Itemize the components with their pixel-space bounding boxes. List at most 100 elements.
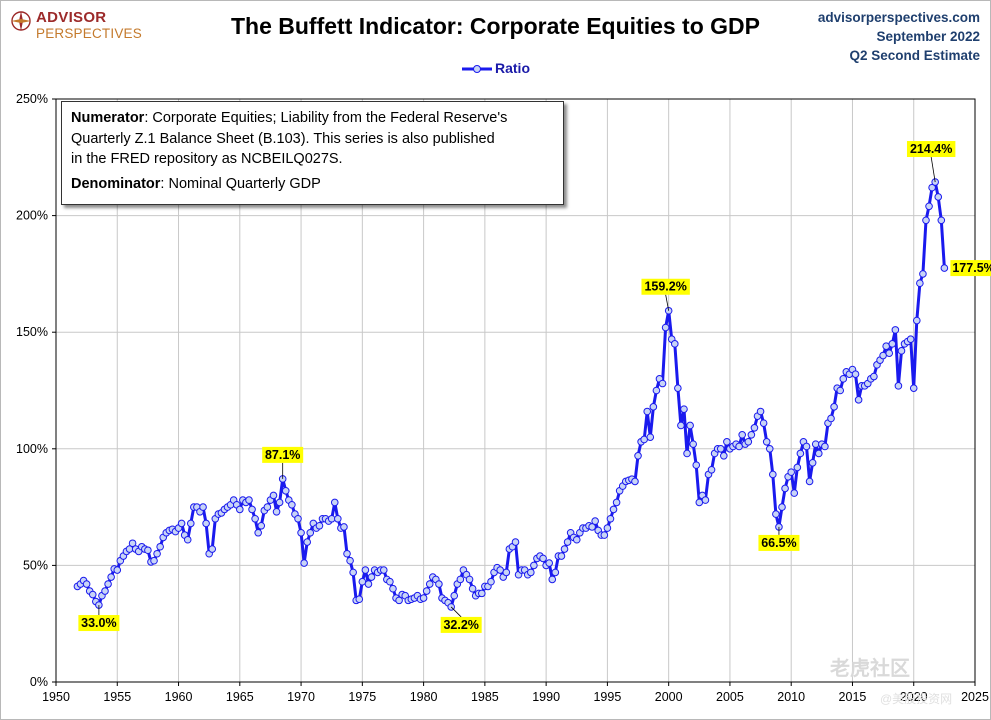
data-point [527, 568, 535, 577]
data-point [557, 552, 566, 560]
denominator-text: : Nominal Quarterly GDP [160, 175, 321, 192]
data-point [821, 442, 829, 451]
data-point [720, 451, 728, 460]
data-point [177, 519, 186, 528]
data-point [389, 584, 397, 593]
data-point [756, 407, 765, 416]
data-point [358, 577, 367, 586]
data-point [251, 514, 259, 523]
note-denominator: Denominator: Nominal Quarterly GDP [71, 174, 563, 195]
callout-bg [262, 446, 304, 463]
data-point [530, 561, 538, 570]
data-point [882, 342, 890, 350]
data-point [435, 580, 443, 588]
legend-marker [473, 65, 481, 73]
numerator-label: Numerator [71, 110, 145, 126]
data-point [456, 575, 465, 584]
x-tick-label: 1995 [593, 690, 621, 704]
data-point [686, 421, 694, 430]
source-date: September 2022 [876, 29, 980, 44]
data-point [735, 442, 743, 451]
data-point [609, 505, 618, 514]
data-point [303, 538, 311, 546]
data-point [787, 468, 796, 476]
data-point [692, 461, 701, 469]
numerator-text: : Corporate Equities; Liability from the… [144, 110, 508, 126]
data-point [487, 577, 495, 586]
data-point [254, 528, 262, 537]
watermark-sub: @美股投资网 [880, 692, 953, 706]
data-point [894, 382, 903, 390]
data-point [640, 435, 648, 444]
data-point [765, 445, 774, 453]
data-point [128, 539, 137, 548]
legend-swatch [462, 65, 492, 73]
data-point [744, 438, 753, 446]
callout-leader [665, 294, 670, 311]
y-tick-label: 50% [23, 558, 48, 572]
data-point [563, 538, 572, 546]
data-point [652, 386, 661, 395]
advisor-perspectives-logo: ADVISOR PERSPECTIVES [10, 8, 145, 42]
callout-label: 214.4% [910, 142, 952, 156]
data-point [150, 556, 158, 565]
data-point [82, 580, 91, 588]
data-point [236, 505, 244, 514]
tick-labels: 1950 1955 1960 1965 1970 1975 1980 1985 1990 1995… [16, 92, 989, 704]
data-point [612, 498, 621, 507]
plot-border [55, 98, 976, 683]
data-point [912, 316, 921, 325]
data-point [603, 524, 612, 532]
data-point [263, 503, 272, 511]
data-point [367, 573, 376, 581]
x-tick-label: 2000 [655, 690, 683, 704]
callout-bg [758, 534, 800, 551]
data-point [683, 449, 691, 458]
data-point [772, 510, 780, 518]
data-point [248, 505, 256, 514]
data-point [144, 546, 152, 555]
data-point [591, 517, 599, 525]
data-point [674, 384, 682, 392]
x-tick-label: 1960 [165, 690, 193, 704]
data-point [851, 370, 860, 378]
data-point [769, 470, 777, 479]
data-point [762, 438, 771, 446]
data-point [355, 595, 364, 604]
data-point [327, 514, 336, 523]
data-point [334, 514, 342, 523]
data-point [297, 528, 305, 537]
data-point [346, 556, 354, 565]
data-point [300, 559, 308, 567]
data-point [916, 279, 924, 288]
y-tick-label: 0% [30, 675, 48, 689]
data-point [183, 535, 192, 544]
data-point [560, 545, 569, 553]
data-point [496, 566, 504, 574]
data-point [343, 549, 351, 558]
axes [52, 98, 976, 686]
data-point [750, 424, 759, 432]
data-point [551, 568, 560, 577]
callout-label: 87.1% [265, 448, 300, 462]
series-line [76, 180, 946, 609]
data-point [502, 568, 511, 577]
data-point [716, 445, 725, 453]
data-point [925, 202, 933, 211]
y-tick-label: 250% [16, 92, 48, 106]
logo-text-perspectives: PERSPECTIVES [36, 26, 142, 41]
x-tick-label: 2025 [961, 690, 989, 704]
data-point [511, 538, 520, 546]
callout-label: 66.5% [761, 536, 796, 550]
note-box: Numerator: Corporate Equities; Liability… [61, 101, 564, 205]
data-point [940, 264, 949, 272]
data-point [909, 384, 918, 392]
data-point [113, 566, 122, 574]
data-point [781, 484, 789, 493]
data-point [836, 386, 845, 395]
legend-label: Ratio [495, 60, 530, 76]
data-point [245, 496, 253, 504]
data-point [830, 403, 838, 411]
source-website: advisorperspectives.com [817, 10, 980, 25]
